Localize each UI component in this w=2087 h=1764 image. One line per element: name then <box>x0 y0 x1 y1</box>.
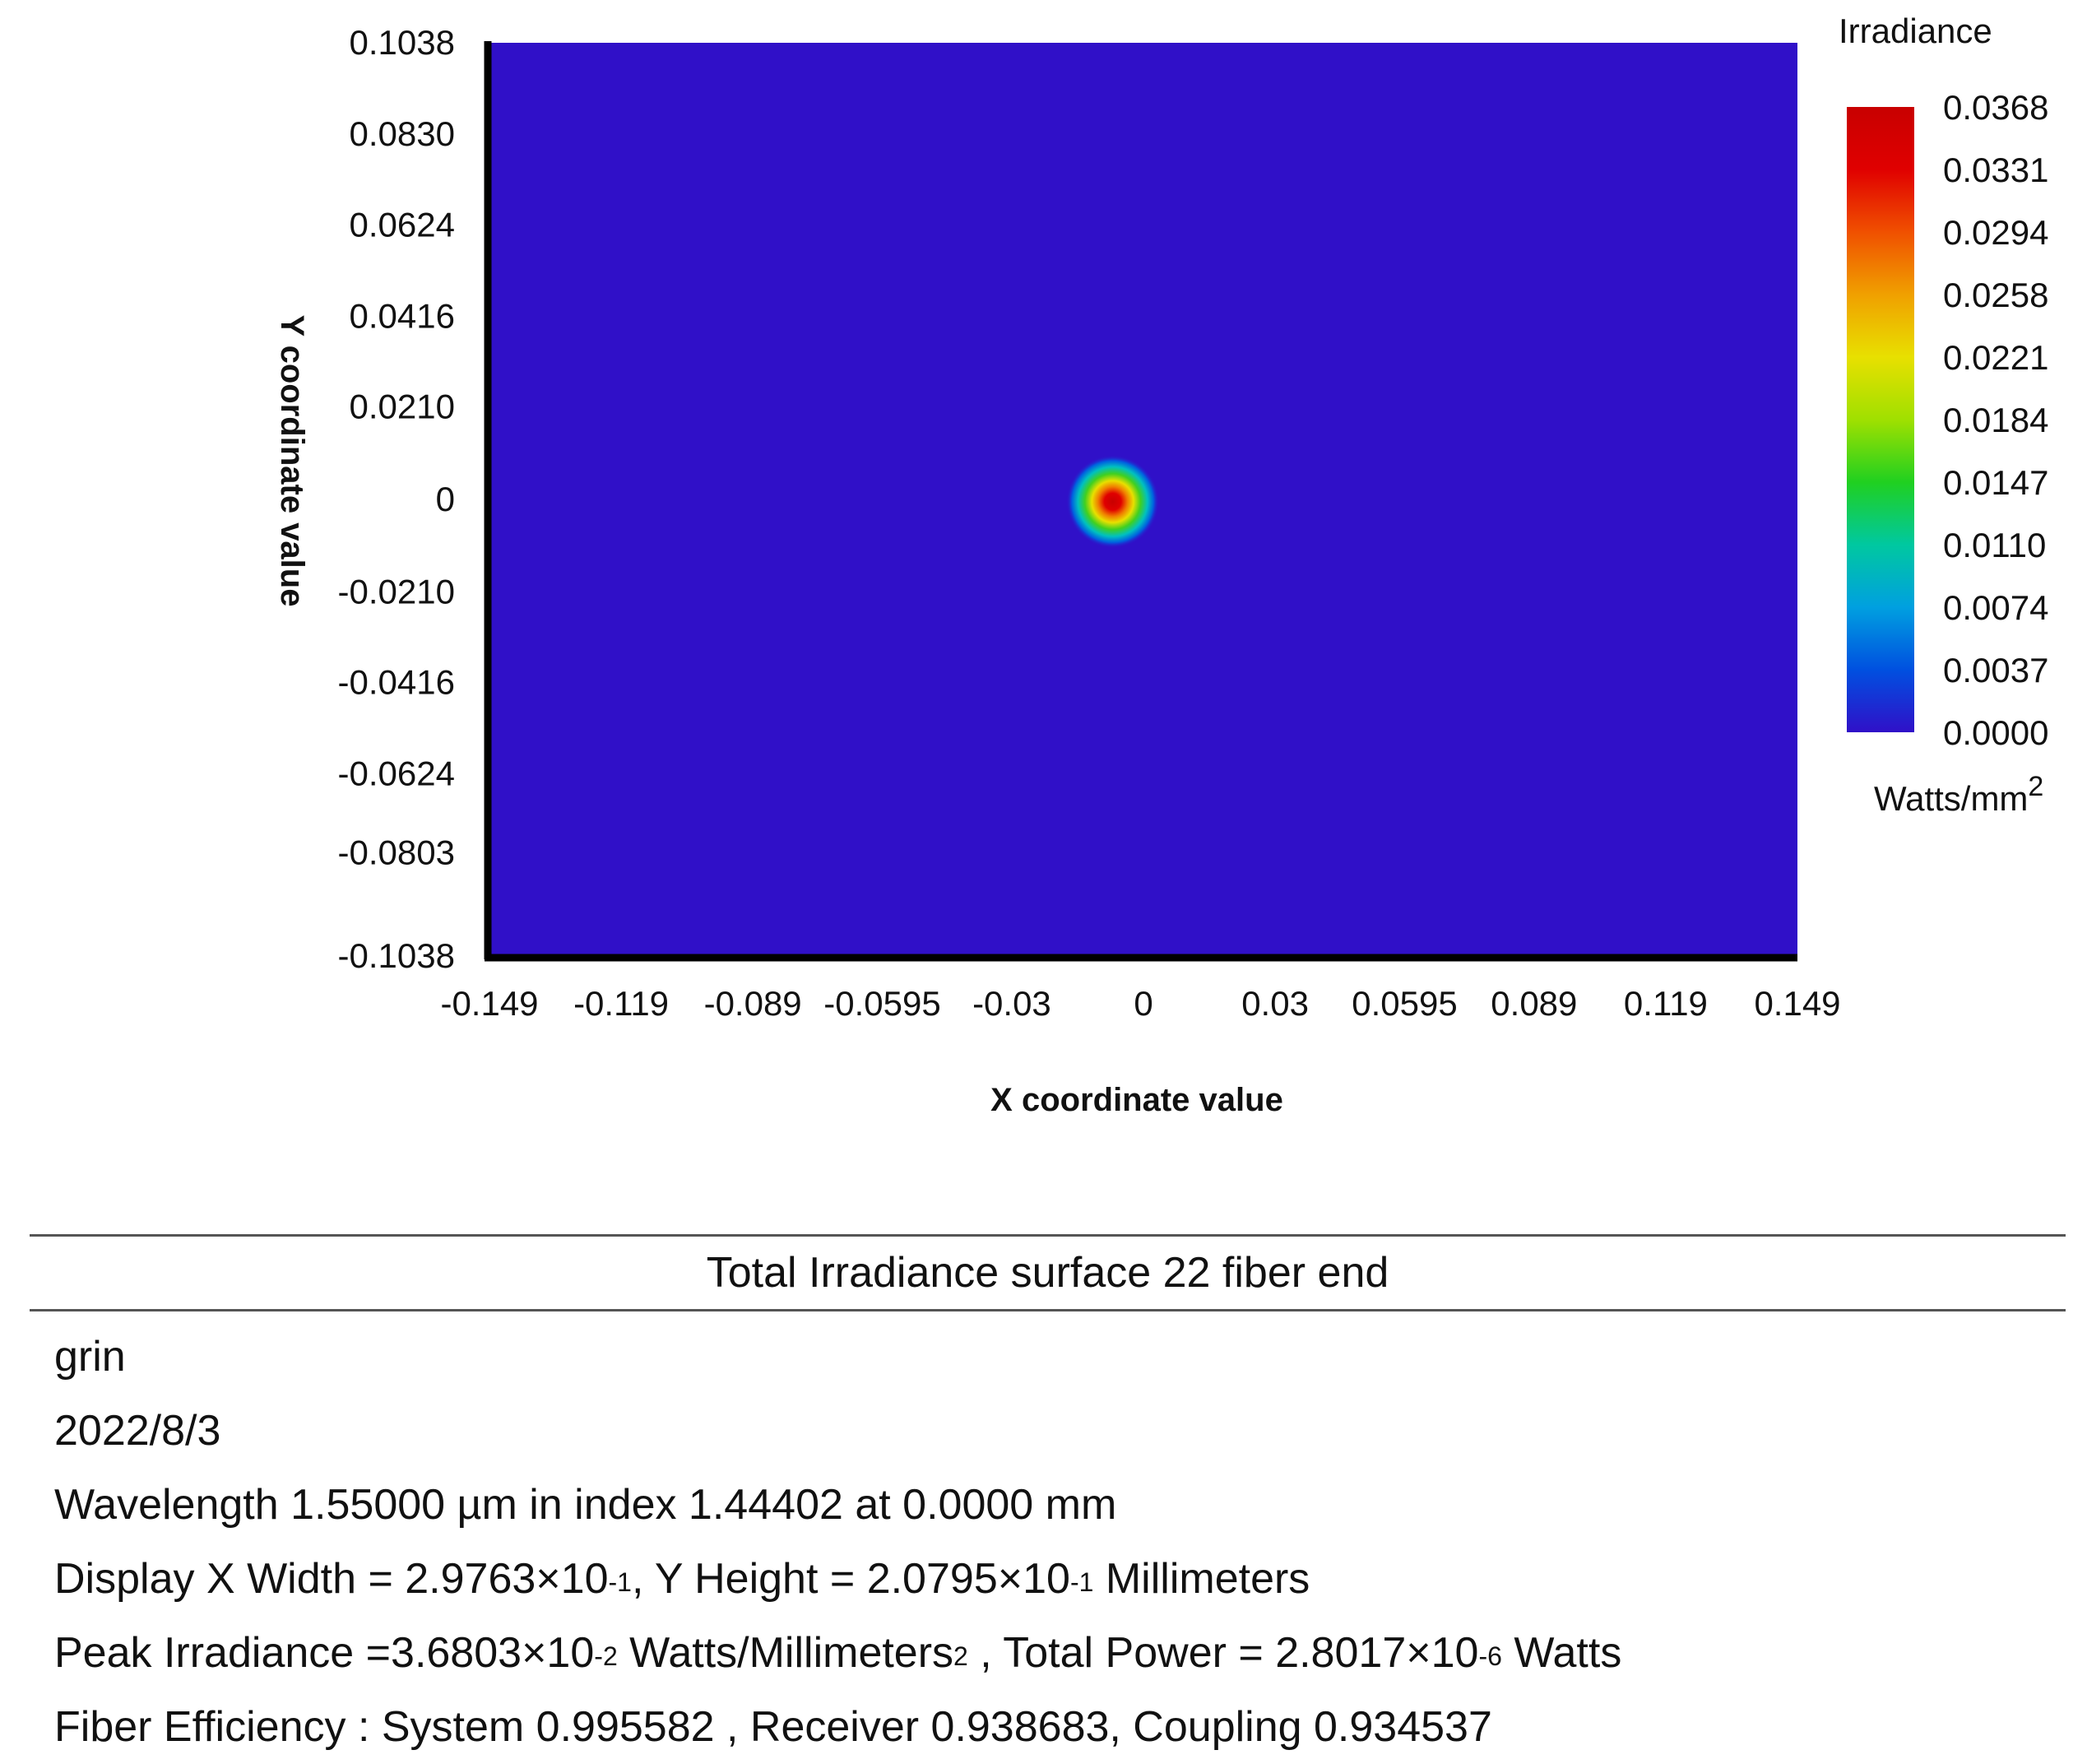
irradiance-chart: -0.149 -0.119 -0.089 -0.0595 -0.03 0 0.03 0.059… <box>274 12 2048 1118</box>
colorbar-tick-label: 0.0294 <box>1943 213 2048 252</box>
divider-bottom <box>30 1309 2066 1311</box>
info-line-wavelength: Wavelength 1.55000 µm in index 1.44402 a… <box>54 1481 1117 1529</box>
x-tick-label: -0.089 <box>704 984 802 1023</box>
irradiance-spot <box>1066 455 1159 549</box>
x-tick-label: 0.119 <box>1624 984 1708 1023</box>
info-line-fiber-efficiency: Fiber Efficiency : System 0.995582 , Rec… <box>54 1703 1492 1751</box>
info-line-peak-power: Peak Irradiance =3.6803×10-2 Watts/Milli… <box>54 1629 1622 1677</box>
colorbar-tick-label: 0.0074 <box>1943 588 2048 627</box>
y-tick-label: 0 <box>436 480 455 518</box>
y-tick-label: 0.0830 <box>350 114 455 153</box>
x-tick-label: 0.149 <box>1754 984 1840 1023</box>
y-tick-label: -0.0803 <box>338 833 455 871</box>
info-title: Total Irradiance surface 22 fiber end <box>706 1249 1389 1297</box>
colorbar-tick-label: 0.0110 <box>1943 526 2046 564</box>
info-panel: Total Irradiance surface 22 fiber end gr… <box>30 1234 2066 1764</box>
colorbar-title: Irradiance <box>1839 12 1992 50</box>
colorbar-tick-label: 0.0368 <box>1943 88 2048 127</box>
x-tick-label: -0.119 <box>573 984 669 1023</box>
info-line-display-size: Display X Width = 2.9763×10-1, Y Height … <box>54 1555 1310 1603</box>
colorbar-tick-label: 0.0000 <box>1943 713 2048 752</box>
y-tick-label: -0.0624 <box>338 754 455 793</box>
colorbar-tick-label: 0.0037 <box>1943 651 2048 689</box>
info-lines: grin 2022/8/3 Wavelength 1.55000 µm in i… <box>30 1311 2066 1764</box>
info-line-date: 2022/8/3 <box>54 1407 221 1455</box>
colorbar-tick-label: 0.0147 <box>1943 463 2048 502</box>
colorbar-tick-label: 0.0331 <box>1943 151 2048 189</box>
y-tick-label: 0.0624 <box>350 205 455 244</box>
divider-top <box>30 1234 2066 1237</box>
y-tick-label: -0.0416 <box>338 662 455 701</box>
x-tick-label: 0 <box>1134 984 1152 1023</box>
x-tick-label: 0.0595 <box>1352 984 1457 1023</box>
y-tick-label: -0.1038 <box>338 936 455 975</box>
colorbar-tick-label: 0.0184 <box>1943 401 2048 439</box>
y-tick-label: 0.0416 <box>350 297 455 336</box>
colorbar <box>1847 107 1914 732</box>
x-tick-label: -0.149 <box>440 984 538 1023</box>
x-tick-label: -0.0595 <box>823 984 940 1023</box>
irradiance-plot: -0.149 -0.119 -0.089 -0.0595 -0.03 0 0.03 0.059… <box>274 12 2048 1118</box>
x-axis-title: X coordinate value <box>990 1082 1283 1118</box>
colorbar-unit: Watts/mm2 <box>1874 771 2043 818</box>
y-tick-label: 0.1038 <box>350 23 455 62</box>
y-tick-label: -0.0210 <box>338 572 455 610</box>
colorbar-tick-label: 0.0258 <box>1943 276 2048 314</box>
x-tick-label: 0.03 <box>1241 984 1309 1023</box>
x-tick-label: 0.089 <box>1491 984 1577 1023</box>
y-tick-label: 0.0210 <box>350 388 455 426</box>
info-line-name: grin <box>54 1333 126 1381</box>
y-axis-title: Y coordinate value <box>274 315 310 607</box>
x-tick-label: -0.03 <box>972 984 1051 1023</box>
colorbar-tick-label: 0.0221 <box>1943 338 2048 377</box>
